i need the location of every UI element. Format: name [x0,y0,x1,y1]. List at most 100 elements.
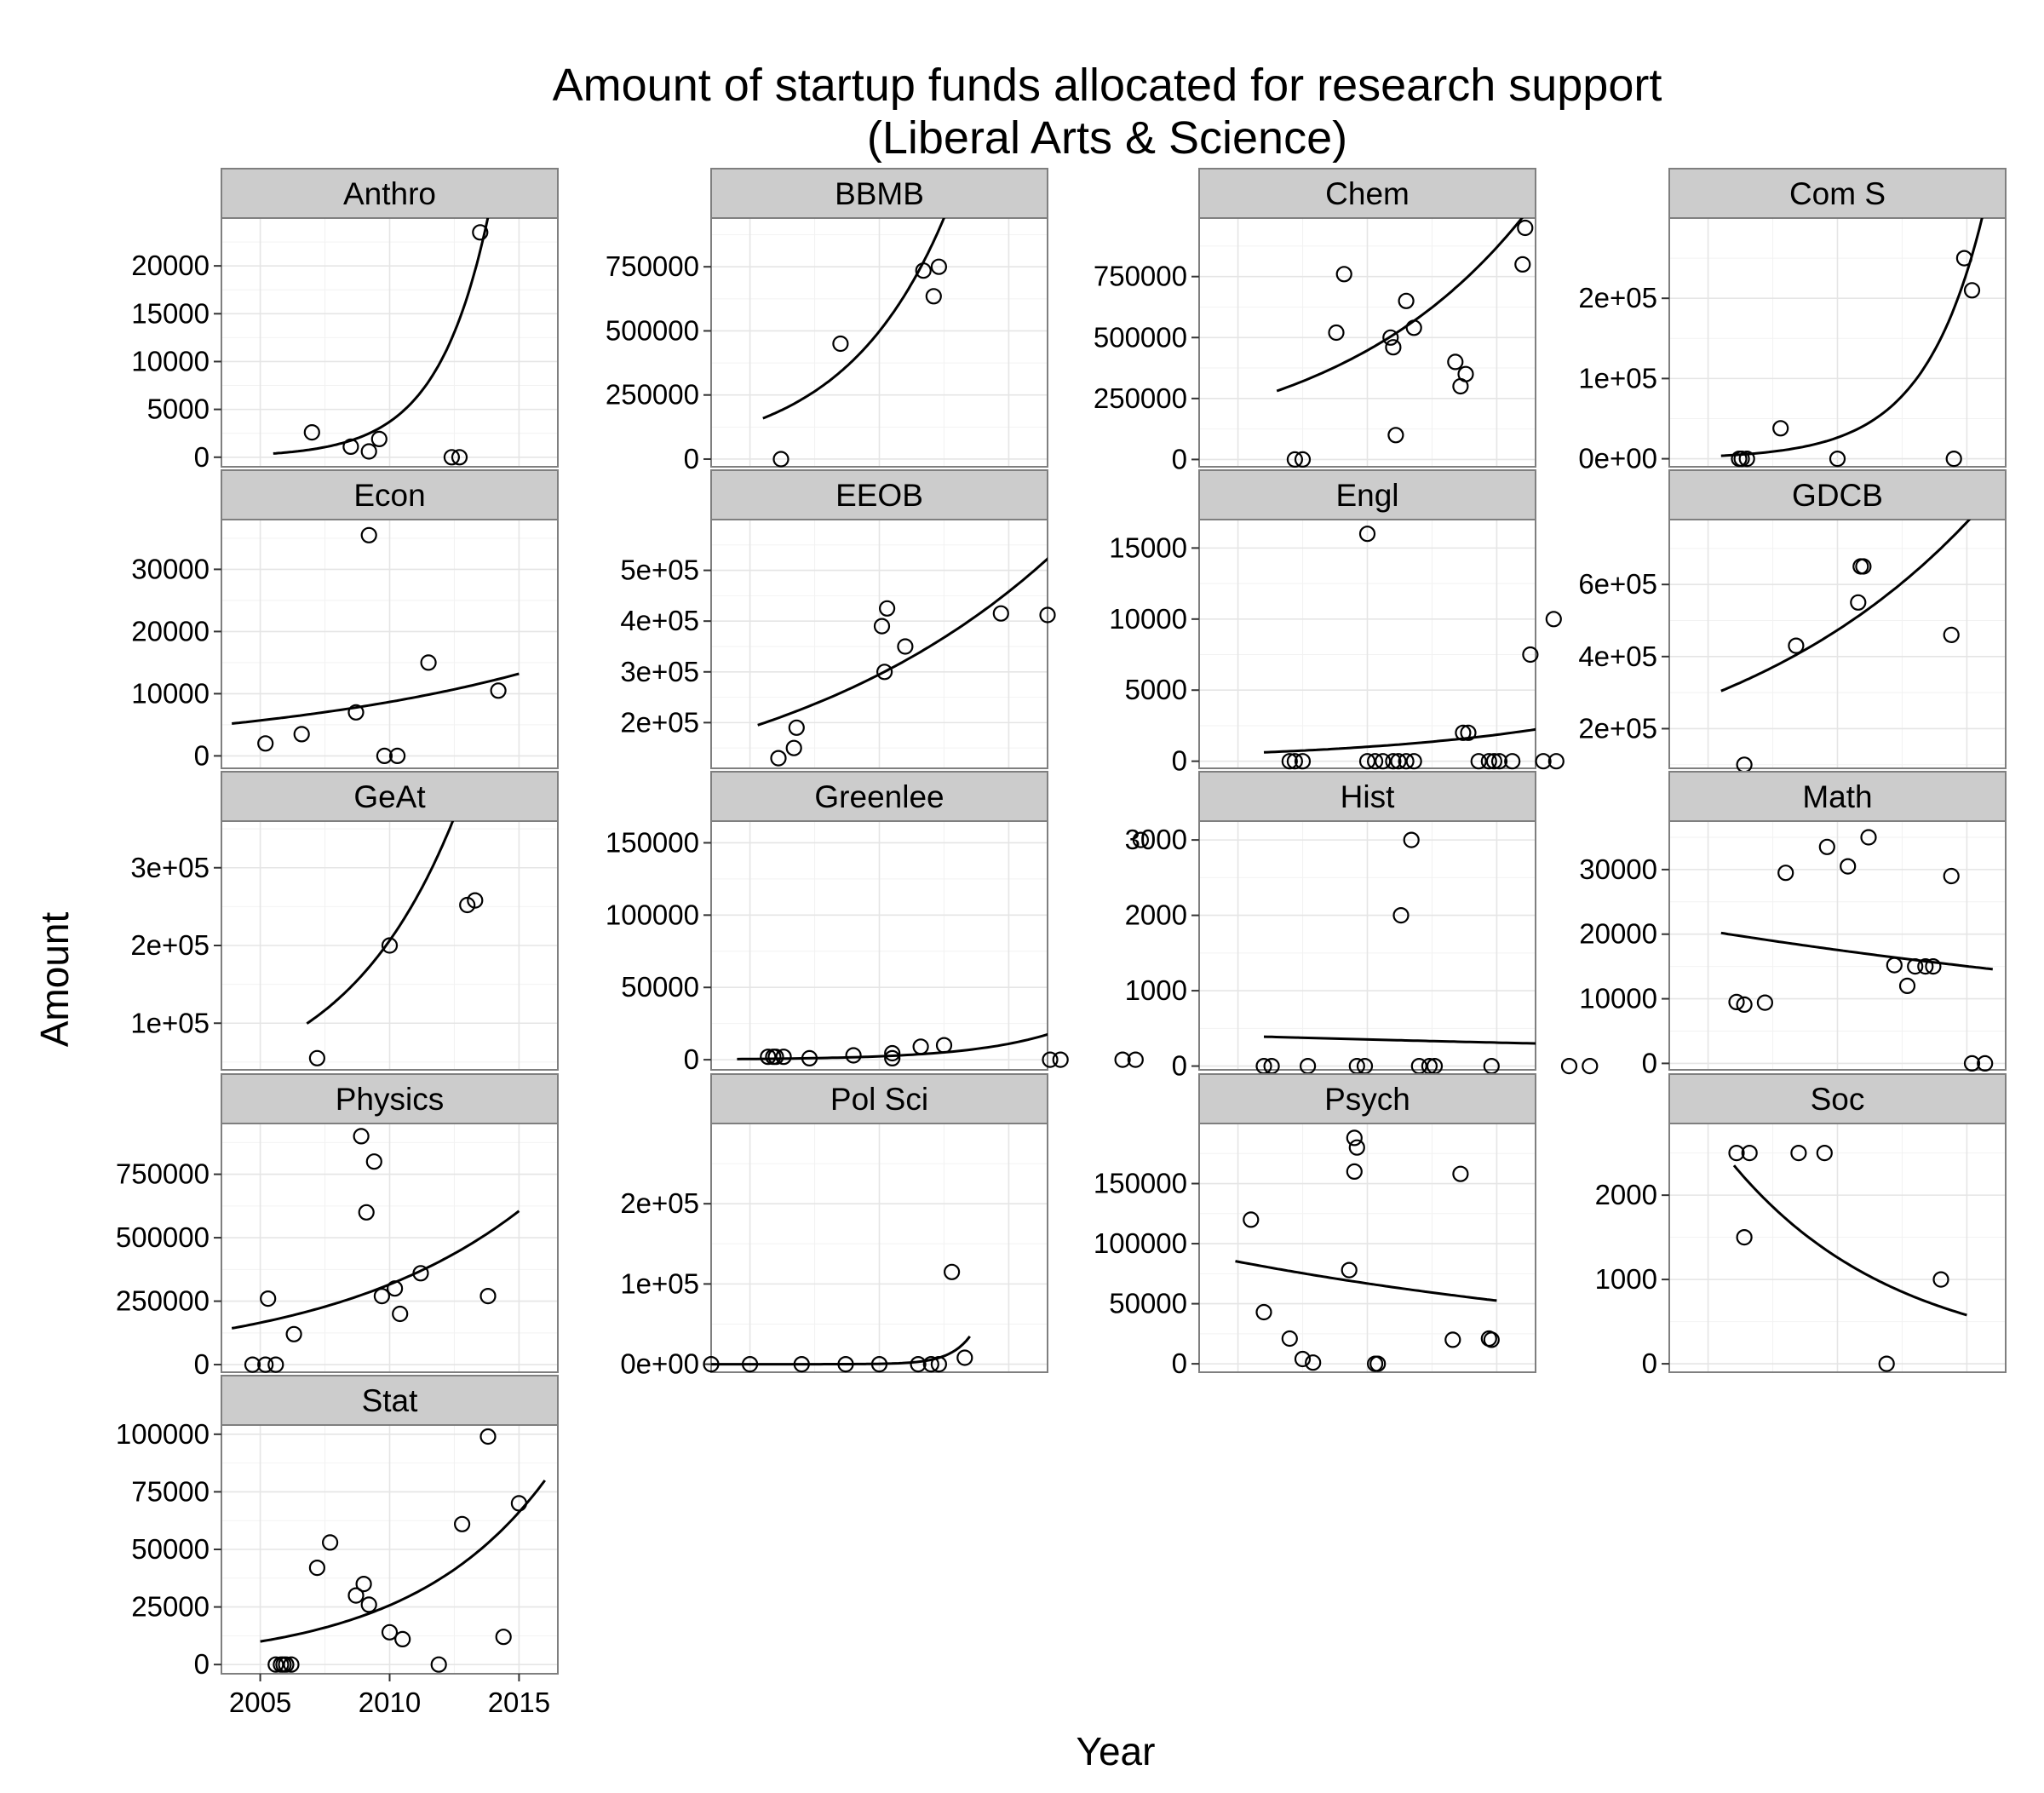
facet-stat: Stat 0 25000 50000 75000 100000 2005 2010 2015 [116,1375,559,1718]
data-point [1582,1057,1599,1075]
fit-curve-group [1720,931,1993,971]
fit-curve-group [260,1480,546,1643]
data-point [1560,1057,1578,1075]
data-point [1398,292,1415,309]
y-tick-label: 500000 [116,1221,210,1253]
facet-panels: Anthro05000100001500020000BBMB0250000500… [116,168,2007,1718]
fit-curve-group [1732,1164,1967,1317]
data-point [453,1515,471,1532]
data-point [1281,753,1298,770]
facet-label: EEOB [835,478,923,513]
data-points [1286,219,1534,468]
data-point [347,1587,365,1604]
x-tick-label: 2015 [488,1687,550,1718]
data-point [1728,1144,1745,1162]
y-tick-label: 1000 [1595,1263,1657,1295]
data-points [267,1428,528,1673]
data-point [1829,450,1846,468]
facet-pol-sci: Pol Sci 0e+00 1e+05 2e+05 [620,1073,1048,1380]
data-points [303,224,489,466]
facet-strip [1198,1073,1536,1124]
facet-label: BBMB [835,176,924,211]
data-point [1840,858,1857,875]
y-tick-label: 1e+05 [1578,362,1657,394]
facet-label: Soc [1811,1082,1865,1117]
fit-curve [1263,727,1536,754]
facet-label: Psych [1324,1082,1410,1117]
data-point [992,605,1009,622]
facet-label: Anthro [343,176,436,211]
data-point [922,1355,939,1373]
y-tick-label: 15000 [131,297,210,329]
facet-strip [710,1073,1048,1124]
data-point [1452,1165,1469,1182]
data-point [479,1428,497,1445]
facet-strip [710,469,1048,520]
data-points [308,892,484,1066]
data-point [459,896,476,914]
data-point [1932,1271,1949,1288]
data-points [1728,829,1994,1072]
data-point [772,451,789,468]
facet-chem: Chem 0 250000 500000 750000 [1094,168,1536,474]
data-point [1756,994,1773,1011]
data-point [342,438,359,456]
data-point [1490,753,1508,770]
data-point [260,1290,277,1307]
facet-label: Stat [362,1383,419,1418]
y-tick-label: 15000 [1109,532,1187,563]
y-tick-label: 750000 [116,1158,210,1190]
data-point [1335,266,1352,283]
data-point [370,430,388,448]
y-tick-label: 2000 [1595,1179,1657,1210]
data-point [801,1049,818,1067]
data-point [360,1596,377,1613]
data-point [420,654,437,671]
y-tick-label: 30000 [1579,853,1657,885]
data-point [1114,1051,1131,1068]
data-point [360,526,377,543]
data-point [1392,906,1410,924]
fit-curve [737,1032,1048,1060]
data-point [430,1656,447,1673]
data-points [244,1128,497,1373]
y-tick-label: 100000 [1094,1227,1187,1259]
fit-curve [1732,1164,1967,1317]
y-tick-label: 2e+05 [1578,282,1657,313]
y-tick-label: 250000 [116,1285,210,1317]
data-point [322,1534,339,1551]
facet-label: Math [1802,779,1872,814]
facet-strip [1668,168,2007,219]
data-point [1733,450,1750,468]
data-point [510,1495,528,1512]
data-point [785,739,802,756]
data-point [1728,993,1745,1011]
y-tick-label: 750000 [1094,261,1187,292]
fit-curve-group [757,557,1048,727]
facet-strip [221,1375,559,1426]
data-point [1907,957,1924,975]
data-point [1398,753,1415,770]
data-point [767,1049,784,1066]
data-points [760,831,1150,1068]
data-point [360,443,377,460]
data-point [1281,1330,1298,1348]
data-point [1305,1354,1322,1371]
y-tick-label: 1000 [1125,974,1187,1006]
y-tick-label: 4e+05 [620,605,699,636]
data-point [1039,606,1056,624]
fit-curve-group [711,1335,971,1366]
facet-label: Chem [1325,176,1410,211]
data-point [884,1049,901,1067]
facet-eeob: EEOB 2e+05 3e+05 4e+05 5e+05 [620,469,1056,769]
data-point [1294,451,1312,468]
fit-curve [1720,931,1993,971]
fit-curve-group [231,1210,520,1330]
data-point [1286,753,1304,770]
data-point [1738,450,1755,468]
fit-curve-group [306,821,455,1025]
x-tick-label: 2005 [229,1687,291,1718]
data-point [1547,753,1565,770]
